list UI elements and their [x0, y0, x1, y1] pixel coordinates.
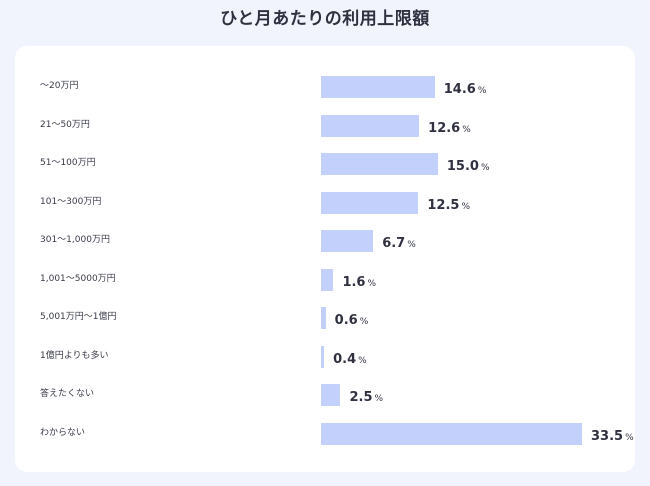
category-label: 1,001〜5000万円	[40, 273, 116, 284]
bar	[321, 384, 341, 406]
bar	[321, 268, 334, 291]
value-label: 2.5%	[349, 386, 383, 405]
bar-row: 1,001〜5000万円 1.6%	[15, 268, 635, 291]
value-unit: %	[359, 317, 369, 327]
category-label: 1億円よりも多い	[40, 350, 109, 361]
bar-row: 21〜50万円 12.6%	[15, 114, 635, 137]
bar	[321, 153, 438, 175]
chart-title: ひと月あたりの利用上限額	[220, 9, 430, 29]
value-number: 12.5	[427, 197, 460, 213]
value-label: 33.5%	[591, 425, 634, 444]
bar	[321, 345, 325, 368]
value-label: 14.6%	[444, 78, 487, 97]
value-unit: %	[374, 394, 384, 404]
value-number: 1.6	[342, 274, 366, 290]
bar	[321, 422, 582, 445]
value-label: 0.4%	[333, 348, 367, 367]
bar-row: 1億円よりも多い 0.4%	[15, 345, 635, 368]
category-label: 5,001万円〜1億円	[40, 312, 117, 322]
value-number: 15.0	[446, 159, 479, 174]
value-label: 0.6%	[335, 309, 369, 328]
value-unit: %	[407, 240, 416, 250]
chart-card: 〜20万円 14.6% 21〜50万円 12.6% 51〜100万円 15.0% 101〜3…	[15, 46, 635, 472]
category-label: 〜20万円	[40, 81, 79, 91]
value-label: 1.6%	[342, 271, 376, 290]
category-label: 51〜100万円	[40, 158, 96, 168]
bar-row: 5,001万円〜1億円 0.6%	[15, 307, 635, 329]
value-unit: %	[367, 278, 377, 289]
bar	[321, 191, 419, 214]
bar	[321, 114, 420, 137]
category-label: 301〜1,000万円	[40, 235, 110, 245]
bar-row: 301〜1,000万円 6.7%	[15, 230, 635, 252]
category-label: 101〜300万円	[40, 196, 102, 207]
bar-row: 51〜100万円 15.0%	[15, 153, 635, 175]
value-number: 6.7	[382, 236, 406, 251]
value-label: 12.6%	[428, 117, 471, 136]
category-label: 21〜50万円	[40, 119, 90, 130]
value-number: 33.5	[591, 428, 624, 444]
category-label: 答えたくない	[40, 389, 95, 399]
value-label: 6.7%	[382, 232, 416, 251]
value-number: 2.5	[349, 390, 373, 405]
bar	[321, 76, 435, 98]
value-unit: %	[462, 124, 471, 135]
value-unit: %	[461, 201, 471, 212]
value-unit: %	[480, 163, 490, 173]
bar-row: 答えたくない 2.5%	[15, 384, 635, 406]
category-label: わからない	[40, 427, 86, 438]
bar-row: 101〜300万円 12.5%	[15, 191, 635, 214]
value-number: 12.6	[428, 120, 461, 136]
value-number: 0.4	[333, 351, 357, 367]
value-unit: %	[358, 355, 367, 366]
bar-row: わからない 33.5%	[15, 422, 635, 445]
value-unit: %	[625, 432, 634, 443]
value-label: 15.0%	[447, 155, 490, 174]
value-number: 14.6	[443, 82, 476, 97]
bar-row: 〜20万円 14.6%	[15, 76, 635, 98]
bar	[321, 307, 326, 329]
value-label: 12.5%	[427, 194, 470, 213]
value-unit: %	[477, 86, 487, 96]
bar	[321, 230, 374, 252]
value-number: 0.6	[334, 313, 358, 328]
